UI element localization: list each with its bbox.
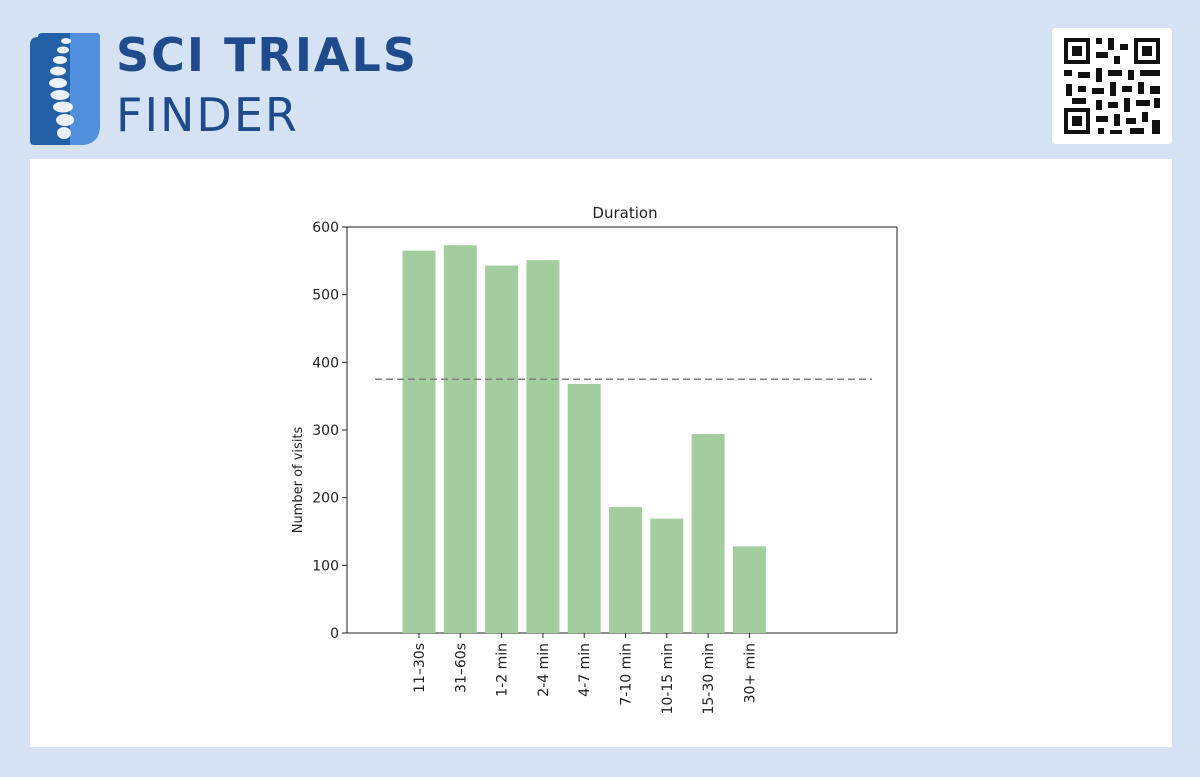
x-tick-label: 30+ min xyxy=(742,643,758,703)
y-tick-label: 300 xyxy=(312,423,339,439)
y-tick-label: 500 xyxy=(312,288,339,304)
bar xyxy=(650,518,684,633)
x-tick-label: 11–30s xyxy=(412,643,428,693)
x-tick-label: 15-30 min xyxy=(701,643,717,715)
bar xyxy=(443,245,477,633)
y-tick-label: 0 xyxy=(330,626,339,642)
bar xyxy=(609,507,642,633)
header: SCI TRIALS FINDER xyxy=(0,0,1200,158)
y-tick-label: 200 xyxy=(312,491,339,507)
brand-title: SCI TRIALS xyxy=(116,28,418,82)
bar xyxy=(691,434,725,633)
x-tick-label: 7-10 min xyxy=(619,643,635,706)
brand-subtitle: FINDER xyxy=(116,88,299,142)
spine-logo-icon xyxy=(30,33,100,145)
y-tick-label: 600 xyxy=(312,220,339,236)
qr-code xyxy=(1052,28,1172,144)
x-tick-label: 1-2 min xyxy=(495,643,511,697)
bar xyxy=(567,383,601,633)
qr-code-icon xyxy=(1064,38,1160,134)
bar xyxy=(732,546,766,633)
y-tick-label: 100 xyxy=(312,558,339,574)
x-tick-label: 31–60s xyxy=(453,643,469,693)
bar xyxy=(402,250,436,633)
chart-panel: Duration Number of visits 0 100 200 300 400 5… xyxy=(30,159,1172,747)
bar xyxy=(485,265,519,633)
chart-title: Duration xyxy=(592,204,657,222)
bar-chart: Duration Number of visits 0 100 200 300 400 5… xyxy=(291,204,898,715)
x-tick-label: 4-7 min xyxy=(577,643,593,697)
y-axis-label: Number of visits xyxy=(291,426,306,533)
x-tick-label: 10-15 min xyxy=(660,643,676,715)
bar xyxy=(526,260,560,633)
y-tick-label: 400 xyxy=(312,355,339,371)
x-tick-label: 2-4 min xyxy=(536,643,552,697)
